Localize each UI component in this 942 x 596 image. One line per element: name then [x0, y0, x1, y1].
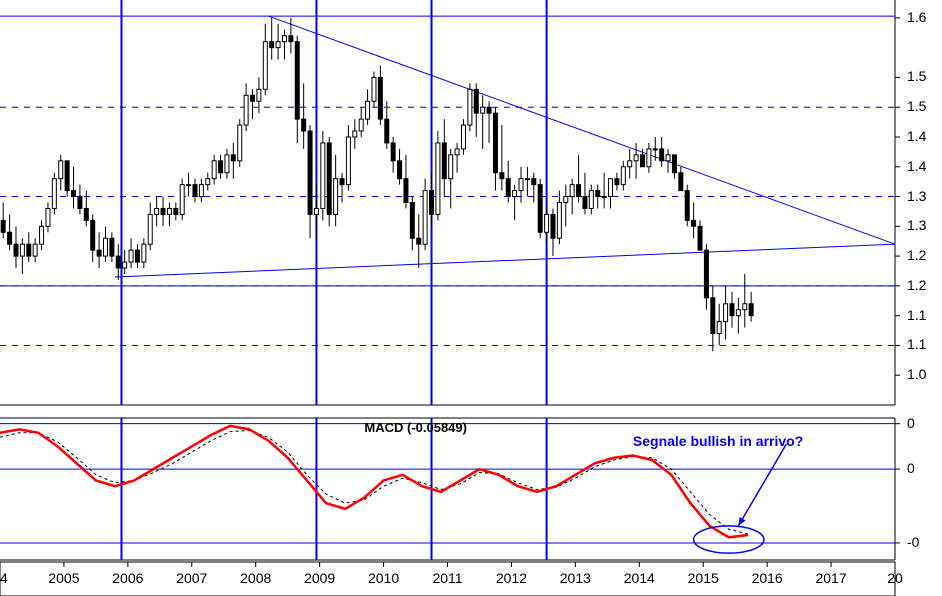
price-ytick: 1.4 [907, 158, 926, 174]
x-tick-label: 20 [887, 570, 903, 586]
price-ytick: 1.2 [907, 247, 926, 263]
x-tick-label: 2006 [112, 570, 143, 586]
x-tick-label: 2005 [48, 570, 79, 586]
price-ytick: 1.3 [907, 188, 926, 204]
price-ytick: 1.6 [907, 9, 926, 25]
price-ytick: 1.5 [907, 98, 926, 114]
x-tick-label: 2017 [815, 570, 846, 586]
x-tick-label: 2010 [368, 570, 399, 586]
x-tick-label: 2007 [176, 570, 207, 586]
price-ytick: 1.3 [907, 217, 926, 233]
x-tick-label: 2012 [496, 570, 527, 586]
x-tick-label: 04 [0, 570, 8, 586]
macd-ytick: 0 [907, 415, 915, 431]
x-tick-label: 2009 [304, 570, 335, 586]
price-ytick: 1.2 [907, 277, 926, 293]
x-tick-label: 2016 [752, 570, 783, 586]
price-ytick: 1.1 [907, 307, 926, 323]
macd-ytick: -0 [907, 534, 919, 550]
chart-svg [0, 0, 942, 596]
x-tick-label: 2014 [624, 570, 655, 586]
x-tick-label: 2013 [560, 570, 591, 586]
x-tick-label: 2015 [688, 570, 719, 586]
price-ytick: 1.5 [907, 68, 926, 84]
price-ytick: 1.1 [907, 336, 926, 352]
bullish-signal-annotation: Segnale bullish in arrivo? [633, 433, 803, 449]
chart-container: MACD (-0.05849) Segnale bullish in arriv… [0, 0, 942, 596]
price-ytick: 1.4 [907, 128, 926, 144]
macd-ytick: 0 [907, 460, 915, 476]
x-tick-label: 2011 [432, 570, 462, 586]
x-tick-label: 2008 [240, 570, 271, 586]
price-ytick: 1.0 [907, 366, 926, 382]
macd-indicator-label: MACD (-0.05849) [364, 420, 467, 435]
